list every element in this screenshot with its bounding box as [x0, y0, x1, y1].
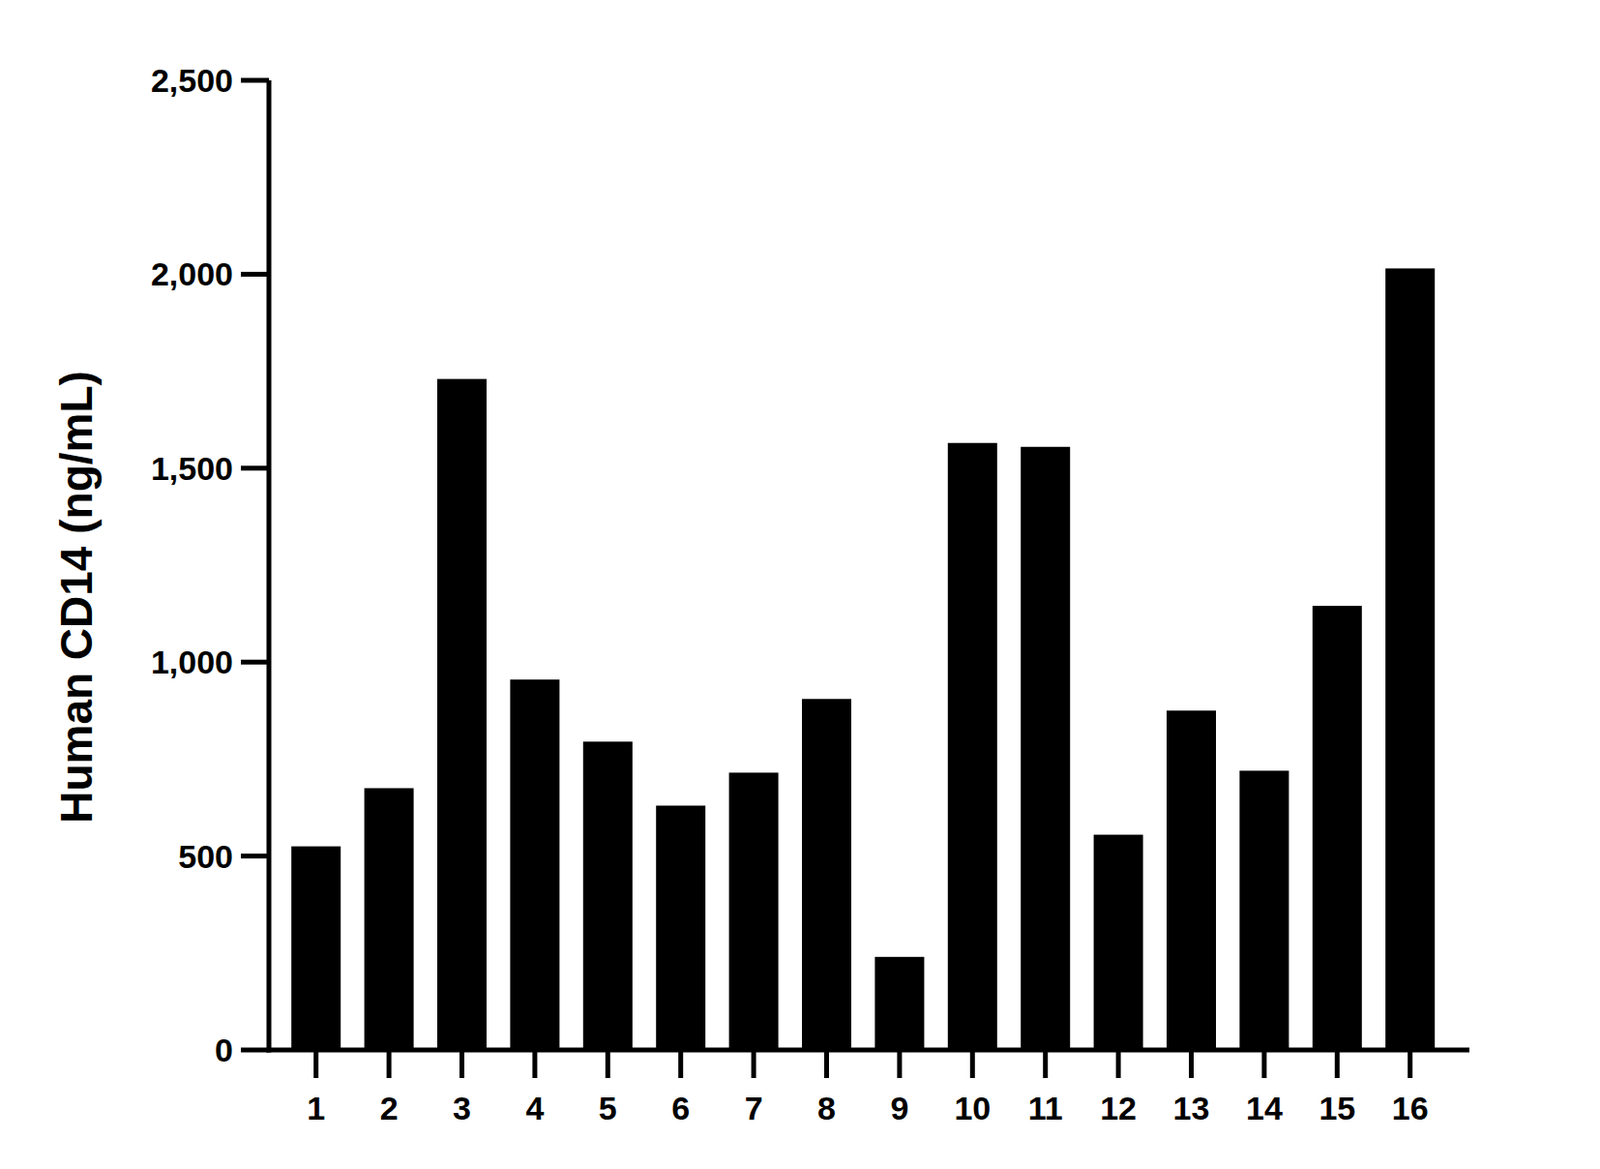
y-tick-label: 1,000: [150, 643, 234, 681]
x-tick-label: 11: [1028, 1089, 1064, 1126]
bar: [291, 846, 341, 1050]
x-tick: [1334, 1049, 1340, 1078]
x-tick: [313, 1049, 319, 1078]
x-tick-label: 16: [1392, 1089, 1429, 1126]
x-tick: [605, 1049, 611, 1078]
bar: [364, 787, 415, 1050]
x-tick-label: 1: [306, 1089, 326, 1126]
y-tick-label: 1,500: [150, 449, 234, 487]
bar: [655, 804, 706, 1050]
bar: [437, 379, 487, 1050]
x-tick: [1042, 1049, 1048, 1078]
bar: [1239, 770, 1289, 1050]
bar: [874, 956, 924, 1050]
bar: [583, 740, 633, 1050]
x-tick: [1188, 1049, 1194, 1078]
x-tick-label: 8: [817, 1089, 836, 1126]
bar: [948, 443, 998, 1050]
bar: [509, 679, 560, 1050]
x-tick: [1116, 1049, 1122, 1078]
x-tick-label: 4: [525, 1089, 544, 1126]
bar: [1020, 446, 1070, 1050]
x-tick-label: 9: [889, 1089, 909, 1126]
x-tick-label: 6: [671, 1089, 690, 1126]
x-tick: [459, 1049, 465, 1078]
x-tick: [824, 1049, 830, 1078]
x-tick: [896, 1049, 902, 1078]
y-axis-title: Human CD14 (ng/mL): [51, 370, 102, 824]
y-tick-label: 500: [177, 837, 234, 875]
y-tick-label: 2,500: [150, 61, 234, 99]
x-tick-label: 10: [953, 1089, 991, 1126]
y-tick: [240, 271, 269, 277]
x-tick: [751, 1049, 757, 1078]
chart-svg: 05001,0001,5002,0002,5001234567891011121…: [0, 0, 1600, 1169]
x-tick-label: 13: [1173, 1089, 1211, 1126]
bars: [291, 267, 1435, 1050]
y-tick: [240, 853, 269, 859]
x-tick: [1261, 1049, 1267, 1078]
bar: [801, 698, 852, 1050]
y-tick-label: 0: [214, 1031, 234, 1068]
bar: [729, 771, 779, 1050]
y-axis: [266, 80, 272, 1053]
x-tick: [532, 1049, 537, 1078]
x-tick: [970, 1049, 976, 1078]
x-tick: [386, 1049, 392, 1078]
y-tick: [240, 465, 269, 471]
x-tick-label: 5: [598, 1089, 618, 1126]
x-tick-label: 15: [1318, 1089, 1356, 1126]
bar: [1312, 605, 1363, 1050]
x-tick: [678, 1049, 683, 1078]
y-tick: [240, 78, 269, 84]
x-tick-label: 14: [1245, 1089, 1283, 1126]
x-axis: [266, 1047, 1471, 1053]
x-tick-label: 3: [452, 1089, 472, 1126]
y-tick-label: 2,000: [150, 255, 234, 293]
y-tick: [240, 659, 269, 665]
chart-container: 05001,0001,5002,0002,5001234567891011121…: [0, 0, 1600, 1169]
bar: [1385, 267, 1435, 1050]
bar: [1166, 710, 1216, 1050]
x-tick: [1407, 1049, 1413, 1078]
x-tick-label: 7: [744, 1089, 764, 1126]
x-tick-label: 12: [1099, 1089, 1137, 1126]
y-tick: [240, 1047, 269, 1053]
x-tick-label: 2: [380, 1089, 399, 1126]
bar: [1094, 834, 1144, 1050]
